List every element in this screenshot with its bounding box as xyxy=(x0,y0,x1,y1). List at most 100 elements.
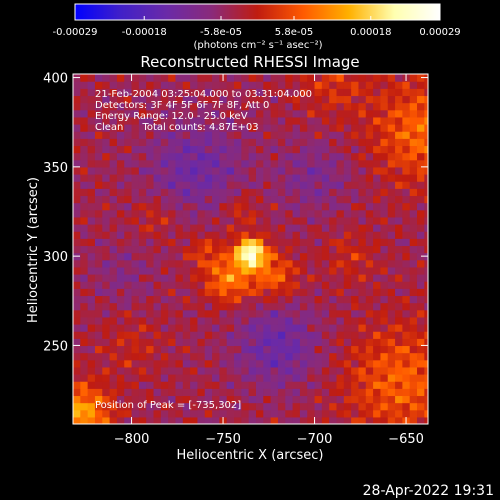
heatmap-cell xyxy=(153,416,162,424)
heatmap-cell xyxy=(285,395,294,404)
heatmap-cell xyxy=(87,159,96,168)
heatmap-cell xyxy=(131,259,140,268)
heatmap-cell xyxy=(226,95,235,104)
heatmap-cell xyxy=(387,395,396,404)
heatmap-cell xyxy=(329,216,338,225)
heatmap-cell xyxy=(387,345,396,354)
heatmap-cell xyxy=(329,152,338,161)
heatmap-cell xyxy=(212,345,220,354)
heatmap-cell xyxy=(343,188,352,197)
heatmap-cell xyxy=(160,345,169,354)
heatmap-cell xyxy=(395,102,403,111)
heatmap-cell xyxy=(197,102,206,111)
heatmap-cell xyxy=(138,416,147,424)
heatmap-cell xyxy=(175,374,184,382)
heatmap-cell xyxy=(190,102,199,111)
heatmap-cell xyxy=(160,259,169,268)
heatmap-cell xyxy=(160,416,169,424)
heatmap-cell xyxy=(285,388,294,397)
heatmap-cell xyxy=(299,338,308,347)
heatmap-cell xyxy=(285,374,294,382)
heatmap-cell xyxy=(351,159,360,168)
heatmap-cell xyxy=(395,416,403,424)
heatmap-cell xyxy=(226,159,235,168)
heatmap-cell xyxy=(219,388,228,397)
heatmap-cell xyxy=(343,231,352,239)
heatmap-cell xyxy=(204,259,213,268)
y-axis-label: Heliocentric Y (arcsec) xyxy=(26,177,41,323)
heatmap-cell xyxy=(387,359,396,368)
heatmap-cell xyxy=(153,374,162,382)
heatmap-cell xyxy=(299,124,308,132)
heatmap-cell xyxy=(160,402,169,411)
heatmap-cell xyxy=(146,259,155,268)
heatmap-cell xyxy=(138,381,147,389)
heatmap-cell xyxy=(87,338,96,347)
heatmap-cell xyxy=(131,102,140,111)
heatmap-cell xyxy=(373,302,382,311)
heatmap-cell xyxy=(336,116,345,125)
heatmap-cell xyxy=(234,288,242,297)
heatmap-cell xyxy=(241,181,250,189)
heatmap-cell xyxy=(248,352,257,361)
heatmap-cell xyxy=(263,366,272,375)
heatmap-cell xyxy=(241,388,250,397)
heatmap-cell xyxy=(153,116,162,125)
heatmap-cell xyxy=(124,74,133,82)
heatmap-cell xyxy=(160,166,169,175)
heatmap-cell xyxy=(116,102,125,111)
heatmap-cell xyxy=(80,402,89,411)
heatmap-cell xyxy=(255,109,264,118)
heatmap-cell xyxy=(373,81,382,89)
heatmap-cell xyxy=(138,145,147,154)
heatmap-cell xyxy=(292,352,301,361)
heatmap-cell xyxy=(314,259,323,268)
heatmap-cell xyxy=(343,281,352,289)
heatmap-cell xyxy=(197,302,206,311)
heatmap-cell xyxy=(197,381,206,389)
heatmap-cell xyxy=(292,324,301,332)
heatmap-cell xyxy=(131,359,140,368)
heatmap-cell xyxy=(380,302,389,311)
heatmap-cell xyxy=(138,245,147,254)
heatmap-cell xyxy=(175,188,184,197)
heatmap-cell xyxy=(73,138,81,147)
heatmap-cell xyxy=(204,359,213,368)
heatmap-cell xyxy=(402,174,411,182)
heatmap-cell xyxy=(226,102,235,111)
heatmap-cell xyxy=(131,181,140,189)
heatmap-cell xyxy=(270,81,279,89)
heatmap-cell xyxy=(94,166,103,175)
heatmap-cell xyxy=(380,116,389,125)
heatmap-cell xyxy=(168,259,177,268)
heatmap-cell xyxy=(285,74,294,82)
heatmap-cell xyxy=(168,295,177,304)
heatmap-cell xyxy=(168,95,177,104)
heatmap-cell xyxy=(255,181,264,189)
heatmap-cell xyxy=(80,352,89,361)
heatmap-cell xyxy=(336,102,345,111)
heatmap-cell xyxy=(197,224,206,232)
heatmap-cell xyxy=(373,295,382,304)
heatmap-cell xyxy=(94,259,103,268)
heatmap-cell xyxy=(248,331,257,339)
heatmap-cell xyxy=(365,295,374,304)
heatmap-cell xyxy=(146,388,155,397)
heatmap-cell xyxy=(94,316,103,325)
heatmap-cell xyxy=(402,295,411,304)
heatmap-cell xyxy=(226,131,235,139)
heatmap-cell xyxy=(307,338,316,347)
heatmap-cell xyxy=(351,395,360,404)
heatmap-cell xyxy=(73,266,81,275)
heatmap-cell xyxy=(190,316,199,325)
heatmap-cell xyxy=(94,352,103,361)
heatmap-cell xyxy=(138,95,147,104)
heatmap-cell xyxy=(102,281,111,289)
heatmap-cell xyxy=(146,416,155,424)
heatmap-cell xyxy=(292,195,301,204)
heatmap-cell xyxy=(409,231,418,239)
heatmap-cell xyxy=(387,316,396,325)
heatmap-cell xyxy=(321,359,330,368)
heatmap-cell xyxy=(146,81,155,89)
heatmap-cell xyxy=(102,152,111,161)
